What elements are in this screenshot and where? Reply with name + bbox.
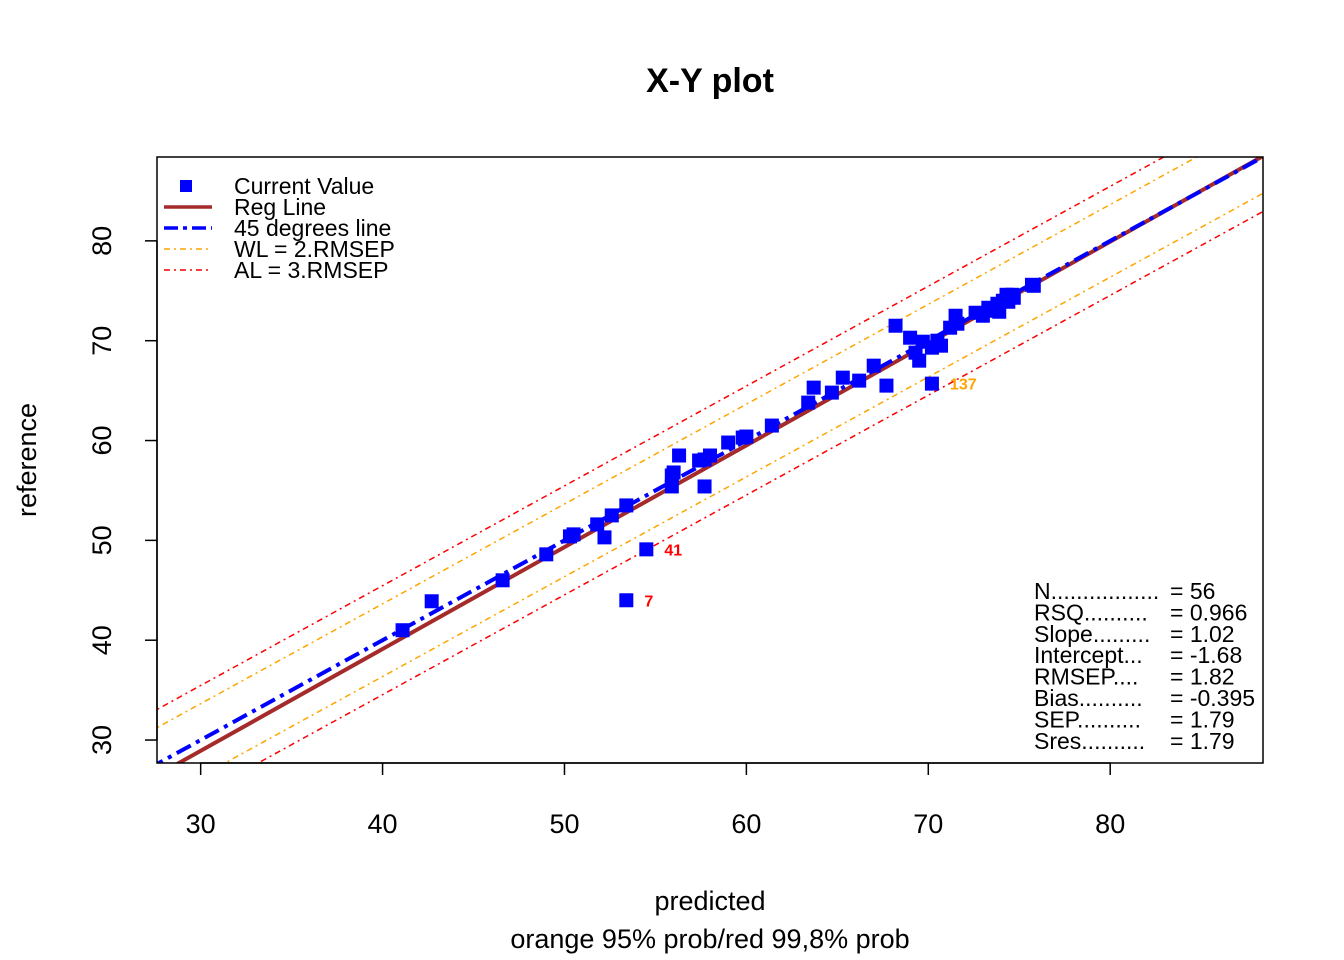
stats-label: Intercept... [1034, 642, 1143, 668]
data-point [739, 429, 754, 444]
al-upper-line [157, 157, 1166, 711]
data-point [1006, 290, 1021, 305]
data-point [806, 380, 821, 395]
stats-label: Sres.......... [1034, 728, 1145, 754]
data-point [672, 448, 687, 463]
y-tick-label: 30 [87, 725, 117, 755]
data-point [888, 318, 903, 333]
data-point [950, 316, 965, 331]
y-axis-label: reference [12, 403, 42, 517]
data-point [395, 623, 410, 638]
stats-label: SEP.......... [1034, 706, 1141, 732]
y-tick-label: 70 [87, 326, 117, 356]
point-label: 7 [644, 593, 653, 610]
wl-lower-line [223, 192, 1263, 763]
stats-value: = 0.966 [1170, 599, 1247, 625]
data-point [619, 498, 634, 513]
stats-label: RMSEP.... [1034, 664, 1138, 690]
y-tick-label: 50 [87, 525, 117, 555]
data-point [590, 517, 605, 532]
data-point [835, 370, 850, 385]
data-point [764, 418, 779, 433]
legend-label: Current Value [234, 173, 374, 199]
x-tick-label: 60 [731, 809, 761, 839]
data-point [866, 358, 881, 373]
data-point [697, 479, 712, 494]
x-tick-label: 70 [913, 809, 943, 839]
x-axis: 30 40 50 60 70 80 [186, 762, 1125, 839]
x-tick-label: 40 [368, 809, 398, 839]
point-label: 41 [664, 542, 682, 559]
legend-marker [180, 180, 192, 192]
stats-value: = 1.79 [1170, 728, 1235, 754]
stats-value: = 1.82 [1170, 664, 1235, 690]
point-label: 137 [950, 377, 977, 394]
stats-value: = 1.79 [1170, 706, 1235, 732]
data-point [1026, 278, 1041, 293]
stats-value: = -0.395 [1170, 685, 1255, 711]
data-points [395, 277, 1041, 638]
data-point [619, 593, 634, 608]
y-axis: 30 40 50 60 70 80 [87, 226, 158, 755]
data-point [912, 353, 927, 368]
data-point [604, 508, 619, 523]
al-lower-line [256, 210, 1263, 763]
chart-title: X-Y plot [646, 62, 774, 100]
data-point [703, 448, 717, 463]
data-point [903, 330, 918, 345]
stats-value: = 56 [1170, 578, 1215, 604]
x-axis-sublabel: orange 95% prob/red 99,8% prob [510, 924, 909, 954]
data-point [424, 594, 439, 609]
y-tick-label: 80 [87, 226, 117, 256]
stats-label: Slope......... [1034, 621, 1150, 647]
data-point [539, 547, 554, 562]
x-axis-label: predicted [654, 886, 765, 916]
x-tick-label: 80 [1095, 809, 1125, 839]
y-tick-label: 60 [87, 426, 117, 456]
wl-upper-line [157, 157, 1199, 729]
data-point [597, 530, 612, 545]
legend-label: WL = 2.RMSEP [234, 236, 395, 262]
stats-label: RSQ.......... [1034, 599, 1148, 625]
stats-value: = 1.02 [1170, 621, 1235, 647]
data-point [721, 435, 736, 450]
data-point [934, 338, 949, 353]
data-point [924, 376, 939, 391]
point-annotations: 137 41 7 [644, 377, 976, 611]
stats-value: = -1.68 [1170, 642, 1242, 668]
data-point [666, 465, 681, 480]
legend-label: Reg Line [234, 194, 326, 220]
data-point [495, 573, 510, 588]
data-point [801, 395, 816, 410]
stats-label: Bias.......... [1034, 685, 1143, 711]
data-point [639, 542, 654, 557]
data-point [879, 378, 894, 393]
stats-label: N................. [1034, 578, 1159, 604]
stats-box: N................. = 56 RSQ.......... = 0.9… [1034, 578, 1255, 754]
data-point [566, 527, 581, 542]
legend-label: 45 degrees line [234, 215, 391, 241]
legend-label: AL = 3.RMSEP [234, 257, 388, 283]
x-tick-label: 50 [549, 809, 579, 839]
data-point [664, 479, 679, 494]
x-tick-label: 30 [186, 809, 216, 839]
data-point [824, 385, 839, 400]
y-tick-label: 40 [87, 625, 117, 655]
data-point [852, 373, 867, 388]
